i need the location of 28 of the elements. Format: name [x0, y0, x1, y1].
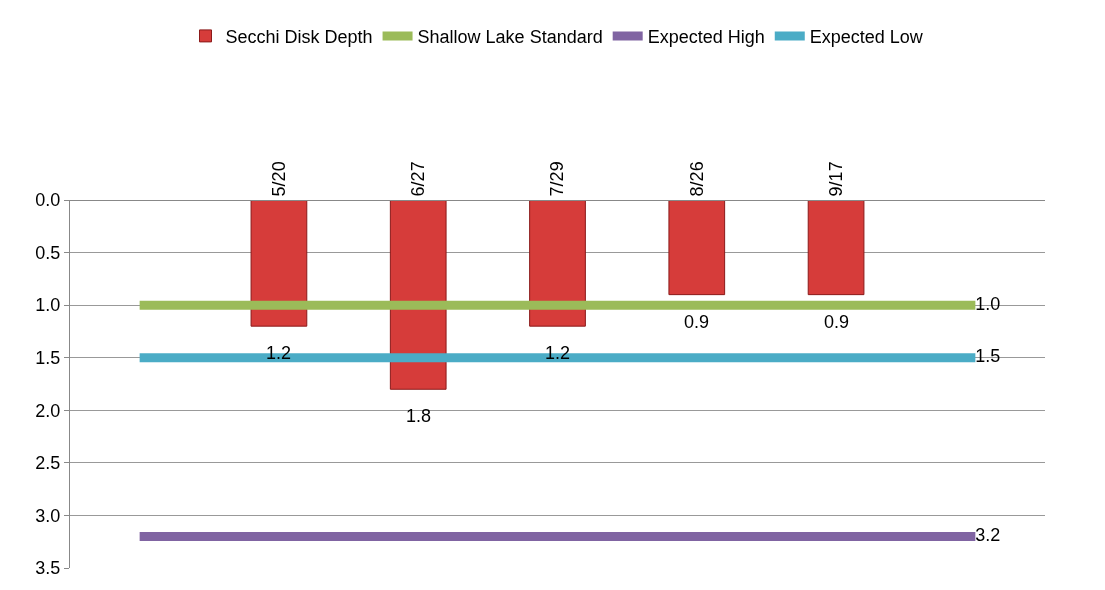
bar	[529, 200, 586, 327]
x-tick-label: 5/20	[268, 161, 289, 197]
legend-label: Secchi Disk Depth	[225, 26, 373, 47]
legend-label: Shallow Lake Standard	[417, 26, 603, 47]
y-tick-label: 2.5	[35, 453, 61, 474]
bar	[250, 200, 308, 327]
data-label: 1.5	[975, 346, 1001, 367]
y-tick-label: 2.0	[35, 400, 61, 421]
x-tick-label: 8/26	[686, 161, 707, 197]
x-tick-label: 9/17	[825, 161, 846, 197]
x-tick-label: 6/27	[408, 161, 429, 197]
bar	[668, 200, 726, 296]
x-tick-label: 7/29	[547, 161, 568, 197]
bar	[389, 200, 447, 390]
y-tick-label: 3.0	[35, 505, 61, 526]
data-label: 1.8	[406, 406, 432, 426]
y-tick-label: 3.5	[35, 558, 61, 579]
data-label: 0.9	[684, 312, 710, 332]
legend-label: Expected Low	[809, 26, 924, 47]
y-tick-label: 1.0	[35, 295, 61, 316]
bar	[807, 200, 865, 296]
y-tick-label: 1.5	[35, 348, 61, 369]
legend-label: Expected High	[647, 26, 765, 47]
y-tick-label: 0.0	[35, 190, 61, 211]
data-label: 1.0	[975, 293, 1001, 314]
y-tick-label: 0.5	[35, 242, 61, 263]
data-label: 3.2	[975, 524, 1001, 545]
data-label: 0.9	[824, 312, 850, 332]
